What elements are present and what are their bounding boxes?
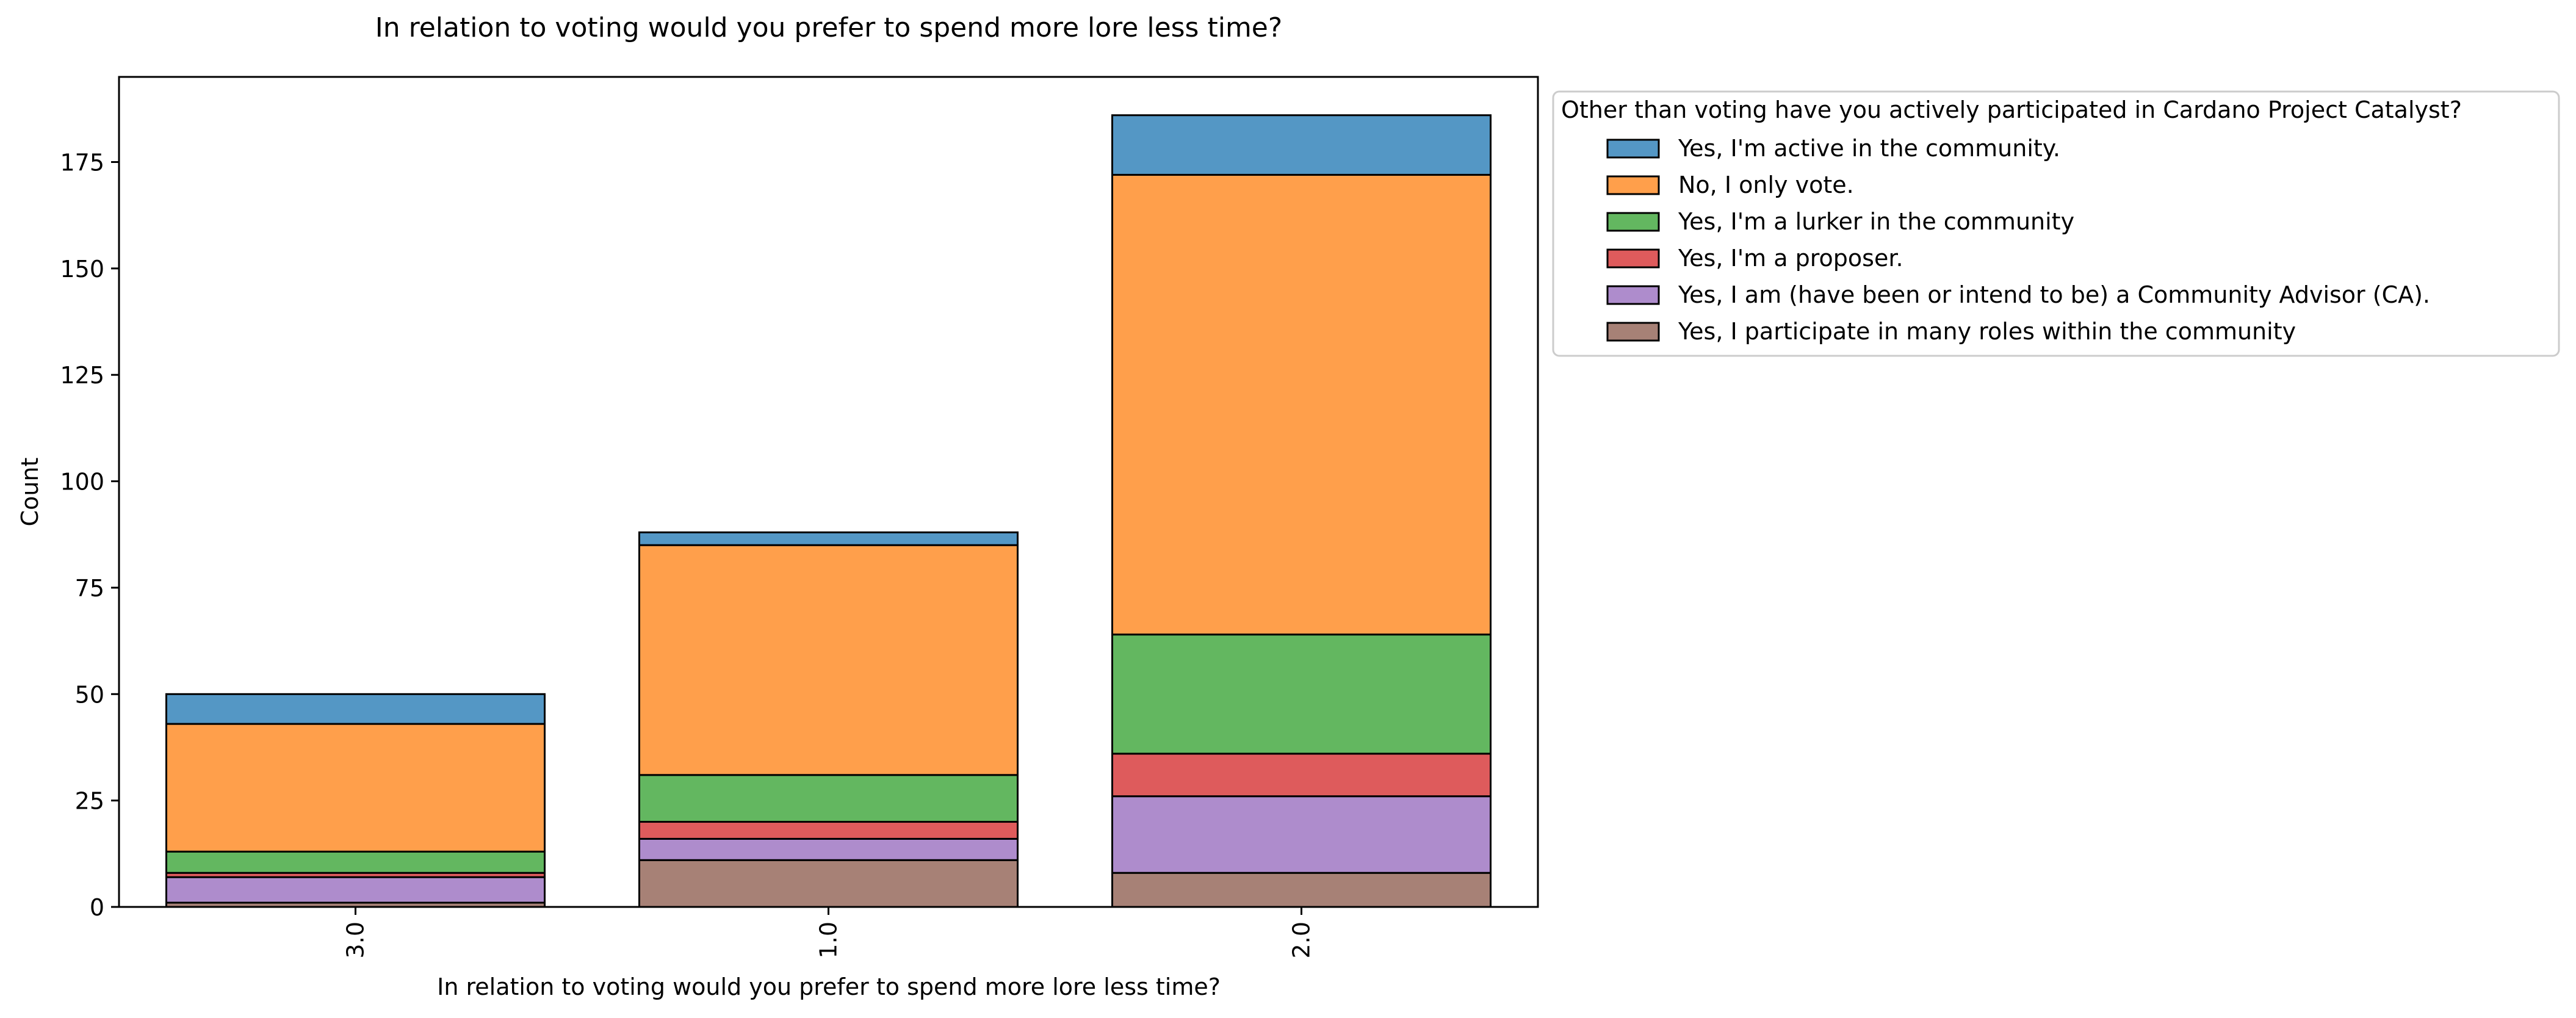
legend-items: Yes, I'm active in the community. No, I o… <box>1606 135 2430 345</box>
bar-segment <box>638 531 1019 546</box>
y-tick-label: 50 <box>75 681 104 708</box>
y-tick-label: 175 <box>60 149 104 176</box>
y-axis: 0 25 50 75 100 125 150 175 <box>60 149 119 921</box>
bar-segment <box>1111 634 1492 755</box>
bar-segment <box>638 821 1019 840</box>
x-tick-label: 3.0 <box>342 922 369 958</box>
legend-title: Other than voting have you actively part… <box>1561 96 2462 123</box>
legend-label: Yes, I'm a lurker in the community <box>1678 208 2074 235</box>
bar-segment <box>1111 173 1492 636</box>
legend-swatch <box>1606 212 1660 232</box>
y-tick-label: 125 <box>60 362 104 389</box>
legend-label: Yes, I participate in many roles within … <box>1678 318 2296 345</box>
y-tick-label: 25 <box>75 788 104 815</box>
legend-swatch <box>1606 285 1660 305</box>
bar-segment <box>1111 795 1492 874</box>
bar-segment <box>165 693 546 725</box>
legend-label: No, I only vote. <box>1678 171 1854 198</box>
y-tick-label: 75 <box>75 575 104 602</box>
y-tick-label: 150 <box>60 256 104 283</box>
y-tick-label: 0 <box>90 894 104 921</box>
bar-segment <box>1111 753 1492 798</box>
x-tick-label: 2.0 <box>1288 922 1315 958</box>
legend-label: Yes, I'm active in the community. <box>1678 135 2060 162</box>
bars-layer <box>165 114 1492 908</box>
chart-title: In relation to voting would you prefer t… <box>375 12 1282 43</box>
legend-swatch <box>1606 175 1660 195</box>
bar-segment <box>165 850 546 874</box>
bar-segment <box>1111 114 1492 176</box>
legend-label: Yes, I am (have been or intend to be) a … <box>1678 281 2430 308</box>
legend-swatch <box>1606 139 1660 159</box>
bar-segment <box>638 859 1019 908</box>
bar-segment <box>165 723 546 853</box>
y-axis-label: Count <box>16 458 43 527</box>
bar-segment <box>638 837 1019 861</box>
x-axis: 3.0 1.0 2.0 <box>342 907 1315 958</box>
x-tick-label: 1.0 <box>815 922 842 958</box>
y-tick-label: 100 <box>60 469 104 496</box>
bar-segment <box>638 774 1019 823</box>
bar-segment <box>165 876 546 904</box>
bar-segment <box>638 544 1019 776</box>
legend: Other than voting have you actively part… <box>1552 90 2560 357</box>
legend-swatch <box>1606 248 1660 269</box>
legend-swatch <box>1606 322 1660 342</box>
x-axis-label: In relation to voting would you prefer t… <box>437 973 1221 1000</box>
legend-label: Yes, I'm a proposer. <box>1678 245 1903 272</box>
legend-frame <box>1552 90 2560 357</box>
bar-segment <box>1111 872 1492 908</box>
